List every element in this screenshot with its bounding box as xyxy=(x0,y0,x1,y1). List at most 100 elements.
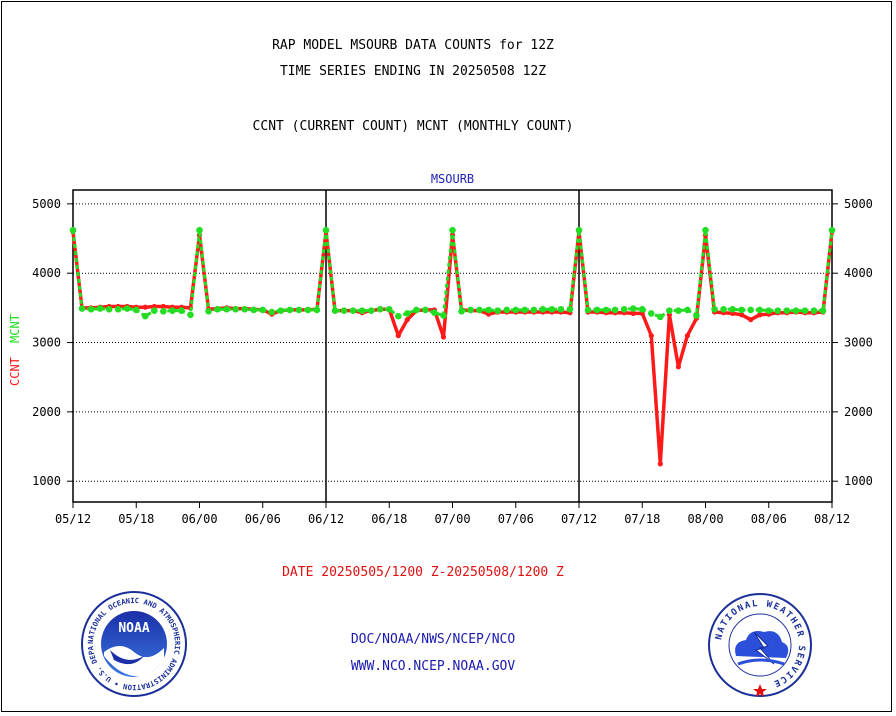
xtick-label-11: 08/06 xyxy=(751,512,787,526)
point-mcnt-30 xyxy=(340,307,348,314)
point-ccnt-41 xyxy=(440,334,447,340)
point-mcnt-61 xyxy=(620,305,628,313)
point-mcnt-58 xyxy=(593,306,601,314)
point-mcnt-15 xyxy=(205,308,212,315)
point-mcnt-64 xyxy=(647,310,655,317)
point-ccnt-76 xyxy=(757,312,763,318)
point-mcnt-54 xyxy=(557,305,565,313)
xtick-label-9: 07/18 xyxy=(624,512,660,526)
point-mcnt-62 xyxy=(629,305,637,312)
point-mcnt-48 xyxy=(503,306,511,314)
ytick-label-left-3000: 3000 xyxy=(32,336,61,350)
point-mcnt-35 xyxy=(385,305,393,313)
point-mcnt-18 xyxy=(232,305,239,313)
point-mcnt-26 xyxy=(304,306,312,314)
count-time-series-chart: 1000 1000 2000 2000 3000 3000 4000 4000 5000 5000… xyxy=(8,172,873,526)
point-mcnt-7 xyxy=(132,306,140,314)
xtick-label-5: 06/18 xyxy=(371,512,407,526)
xtick-label-10: 08/00 xyxy=(687,512,723,526)
website-link[interactable]: WWW.NCO.NCEP.NOAA.GOV xyxy=(350,659,516,674)
point-mcnt-52 xyxy=(539,305,547,313)
point-mcnt-25 xyxy=(295,306,303,314)
point-mcnt-81 xyxy=(801,307,809,314)
point-mcnt-17 xyxy=(223,305,230,313)
point-mcnt-65 xyxy=(657,313,664,321)
point-mcnt-19 xyxy=(241,305,248,313)
point-mcnt-12 xyxy=(178,307,185,314)
point-mcnt-53 xyxy=(548,305,556,313)
point-ccnt-62 xyxy=(630,310,636,317)
ytick-label-left-2000: 2000 xyxy=(32,405,61,419)
noaa-logo: NATIONAL OCEANIC AND ATMOSPHERIC ADMINIS… xyxy=(80,590,187,697)
xtick-label-8: 07/12 xyxy=(561,512,597,526)
point-mcnt-24 xyxy=(286,306,294,314)
point-mcnt-41 xyxy=(440,312,447,319)
point-ccnt-64 xyxy=(648,333,654,339)
point-mcnt-74 xyxy=(738,306,745,314)
point-mcnt-78 xyxy=(774,307,782,314)
chart-title-line1: RAP MODEL MSOURB DATA COUNTS for 12Z xyxy=(272,38,554,53)
point-ccnt-37 xyxy=(404,317,410,323)
point-mcnt-70 xyxy=(702,226,709,234)
point-mcnt-28 xyxy=(322,226,330,234)
point-mcnt-55 xyxy=(566,305,574,313)
point-mcnt-31 xyxy=(349,307,357,314)
point-mcnt-6 xyxy=(123,305,131,312)
point-mcnt-8 xyxy=(141,312,149,320)
point-mcnt-68 xyxy=(684,306,691,314)
xtick-label-0: 05/12 xyxy=(55,512,91,526)
point-mcnt-73 xyxy=(729,305,736,313)
point-mcnt-67 xyxy=(675,307,682,314)
point-mcnt-22 xyxy=(268,308,276,316)
ytick-label-left-5000: 5000 xyxy=(32,197,61,211)
point-mcnt-5 xyxy=(114,305,122,313)
point-mcnt-34 xyxy=(376,305,384,313)
series-ccnt xyxy=(70,229,835,467)
point-mcnt-10 xyxy=(160,308,167,315)
point-mcnt-57 xyxy=(584,306,592,314)
point-mcnt-38 xyxy=(413,306,420,314)
point-mcnt-1 xyxy=(78,305,86,312)
point-mcnt-50 xyxy=(521,306,529,314)
point-mcnt-32 xyxy=(358,307,366,314)
ytick-label-right-3000: 3000 xyxy=(844,336,873,350)
point-mcnt-79 xyxy=(783,307,791,314)
chart-title-line2: TIME SERIES ENDING IN 20250508 12Z xyxy=(279,64,547,79)
point-mcnt-43 xyxy=(458,308,465,315)
ylabel-mcnt: MCNT xyxy=(8,314,22,343)
point-mcnt-14 xyxy=(196,226,203,234)
ytick-label-left-4000: 4000 xyxy=(32,266,61,280)
point-mcnt-77 xyxy=(765,307,773,314)
point-mcnt-84 xyxy=(828,226,836,234)
point-mcnt-80 xyxy=(792,307,800,314)
point-mcnt-75 xyxy=(747,306,754,314)
point-ccnt-68 xyxy=(684,333,691,339)
point-mcnt-66 xyxy=(666,307,673,314)
point-mcnt-39 xyxy=(422,306,429,314)
point-mcnt-16 xyxy=(214,305,221,313)
point-mcnt-13 xyxy=(187,311,194,319)
nws-logo: NATIONAL WEATHER SERVICE xyxy=(708,593,812,697)
xtick-label-2: 06/00 xyxy=(181,512,217,526)
point-mcnt-47 xyxy=(494,307,501,314)
ylabel-ccnt: CCNT xyxy=(8,357,22,386)
point-mcnt-36 xyxy=(394,312,402,320)
point-mcnt-51 xyxy=(530,306,538,314)
point-mcnt-0 xyxy=(69,226,77,234)
point-ccnt-8 xyxy=(142,304,148,310)
ytick-label-right-2000: 2000 xyxy=(844,405,873,419)
series-line-ccnt xyxy=(71,229,834,466)
point-mcnt-59 xyxy=(602,306,610,314)
ytick-label-right-4000: 4000 xyxy=(844,266,873,280)
panel-title: MSOURB xyxy=(431,172,474,186)
point-mcnt-9 xyxy=(151,307,158,314)
point-mcnt-23 xyxy=(277,307,285,314)
xtick-label-7: 07/06 xyxy=(498,512,534,526)
point-mcnt-72 xyxy=(720,305,727,313)
point-mcnt-37 xyxy=(404,310,411,317)
point-mcnt-27 xyxy=(313,306,321,314)
org-path-text: DOC/NOAA/NWS/NCEP/NCO xyxy=(350,632,516,647)
xtick-label-3: 06/06 xyxy=(245,512,281,526)
point-mcnt-83 xyxy=(819,307,827,314)
